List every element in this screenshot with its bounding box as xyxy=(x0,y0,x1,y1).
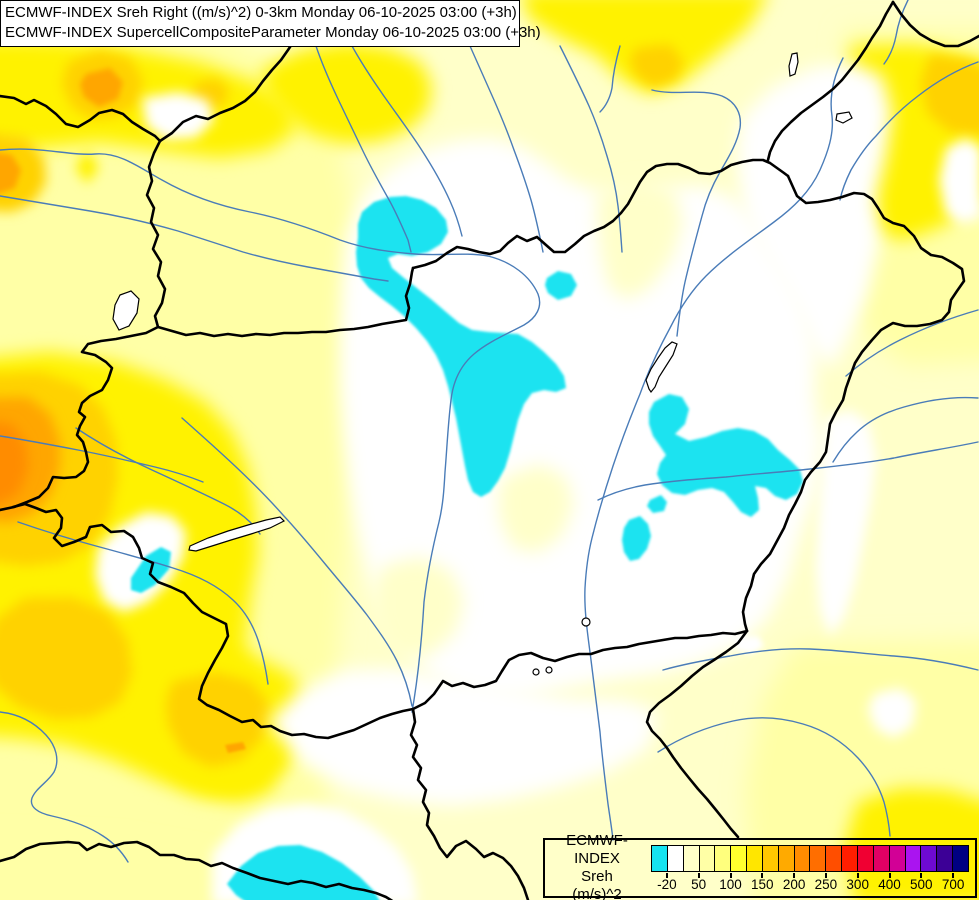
river xyxy=(597,441,979,501)
legend-tick-label: 700 xyxy=(941,877,965,892)
legend-swatch xyxy=(873,846,890,871)
lake xyxy=(532,668,540,676)
country-border xyxy=(158,42,294,143)
legend-swatch xyxy=(810,846,827,871)
legend-swatch xyxy=(937,846,954,871)
lake xyxy=(581,617,591,627)
lake xyxy=(112,290,140,331)
lake xyxy=(188,516,286,552)
legend-parameter-label: Sreh xyxy=(581,868,613,885)
legend-swatch xyxy=(857,846,874,871)
title-line-1: ECMWF-INDEX Sreh Right ((m/s)^2) 0-3km M… xyxy=(5,4,517,21)
river xyxy=(181,417,413,707)
legend-tick-label: 400 xyxy=(878,877,901,892)
legend-swatch xyxy=(826,846,843,871)
rivers xyxy=(0,0,979,863)
river xyxy=(599,45,621,113)
legend-tick-mark xyxy=(697,873,700,878)
legend-swatch xyxy=(921,846,938,871)
legend-units-label: (m/s)^2 xyxy=(572,886,622,900)
lake xyxy=(835,111,853,124)
lake xyxy=(788,52,799,77)
country-border xyxy=(411,629,749,711)
river xyxy=(17,521,269,685)
legend-swatch xyxy=(778,846,795,871)
river xyxy=(845,309,979,377)
legend-tick-mark xyxy=(856,873,859,878)
country-border xyxy=(156,266,415,338)
legend-tick-label: 50 xyxy=(691,877,707,892)
legend-swatch xyxy=(667,846,684,871)
legend-swatch xyxy=(683,846,700,871)
legend-tick-label: 250 xyxy=(814,877,838,892)
legend-tick-label: 150 xyxy=(751,877,774,892)
lakes xyxy=(112,52,853,676)
legend-swatch xyxy=(652,846,668,871)
river xyxy=(469,45,544,253)
river xyxy=(662,648,979,671)
lake xyxy=(545,666,553,674)
country-border xyxy=(411,158,790,270)
legend-tick-mark xyxy=(793,873,796,878)
legend-tick-mark xyxy=(888,873,891,878)
river xyxy=(584,57,844,841)
legend-swatch xyxy=(889,846,906,871)
title-line-2: ECMWF-INDEX SupercellCompositeParameter … xyxy=(5,24,541,41)
legend-tick-label: -20 xyxy=(657,877,677,892)
legend-tick-row: -20 50 100 150 200 250 300 400 500 700 xyxy=(651,873,969,895)
legend-tick-mark xyxy=(824,873,827,878)
lake xyxy=(645,341,678,394)
title-box: ECMWF-INDEX Sreh Right ((m/s)^2) 0-3km M… xyxy=(0,0,541,47)
country-border xyxy=(0,840,394,900)
legend-product-label: ECMWF-INDEX xyxy=(566,832,628,867)
legend-swatch xyxy=(731,846,748,871)
legend-tick-mark xyxy=(920,873,923,878)
legend-tick-mark xyxy=(952,873,955,878)
river xyxy=(351,45,463,237)
river xyxy=(839,61,979,201)
legend-swatch xyxy=(715,846,732,871)
country-border xyxy=(0,139,167,512)
legend-tick-mark xyxy=(729,873,732,878)
river xyxy=(0,435,204,483)
river xyxy=(411,255,541,713)
shading-deep-orange xyxy=(0,422,28,504)
river xyxy=(832,396,979,463)
legend-tick-label: 200 xyxy=(782,877,806,892)
legend-swatch xyxy=(905,846,922,871)
country-border xyxy=(645,629,749,839)
river xyxy=(0,711,129,863)
river xyxy=(0,148,489,257)
country-border xyxy=(0,94,162,143)
legend-box: ECMWF-INDEX Sreh (m/s)^2 -20 50 100 150 200 2… xyxy=(543,832,977,900)
river xyxy=(883,0,909,65)
country-border xyxy=(409,707,530,900)
legend-swatch xyxy=(699,846,716,871)
country-border xyxy=(11,502,415,740)
river xyxy=(559,45,623,253)
legend-tick-label: 300 xyxy=(846,877,869,892)
country-border xyxy=(891,0,979,48)
river xyxy=(657,717,891,837)
legend-tick-mark xyxy=(665,873,668,878)
legend-swatch xyxy=(953,846,968,871)
river xyxy=(315,45,412,253)
legend-tick-label: 100 xyxy=(719,877,742,892)
legend-swatch xyxy=(747,846,763,871)
legend-swatch xyxy=(842,846,858,871)
country-border xyxy=(741,174,966,633)
river xyxy=(0,195,389,282)
river xyxy=(75,427,261,535)
legend-label: ECMWF-INDEX Sreh (m/s)^2 xyxy=(545,832,649,900)
legend-swatch xyxy=(794,846,811,871)
country-border xyxy=(766,0,895,162)
legend-swatch xyxy=(762,846,779,871)
legend-colorbar xyxy=(651,845,969,872)
legend-tick-label: 500 xyxy=(910,877,933,892)
legend-tick-mark xyxy=(761,873,764,878)
shading-gold xyxy=(0,44,979,767)
